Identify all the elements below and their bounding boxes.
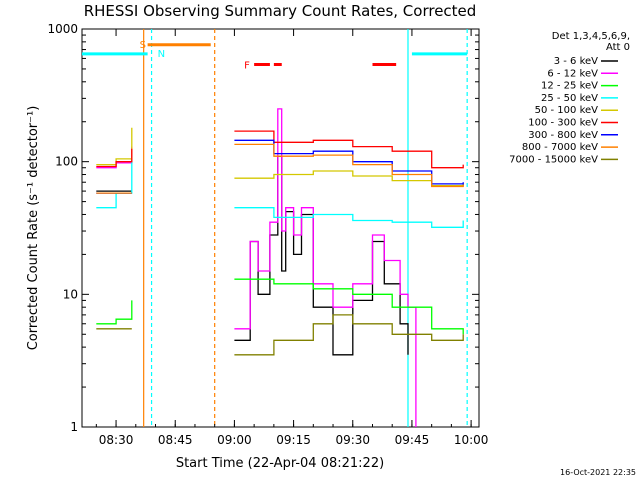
y-axis: 1 10 100 1000 bbox=[47, 22, 479, 434]
legend-header: Det 1,3,4,5,6,9, bbox=[552, 31, 630, 42]
x-tick-label: 09:45 bbox=[395, 433, 430, 447]
series-line bbox=[96, 143, 464, 194]
legend-entry-label: 12 - 25 keV bbox=[541, 81, 598, 92]
y-tick-label: 10 bbox=[63, 287, 78, 301]
legend-entry-label: 3 - 6 keV bbox=[554, 56, 598, 67]
y-tick-label: 1 bbox=[70, 420, 78, 434]
x-tick-label: 10:00 bbox=[454, 433, 489, 447]
legend-entry-label: 300 - 800 keV bbox=[528, 130, 598, 141]
x-tick-label: 09:00 bbox=[217, 433, 252, 447]
legend-entry-label: 7000 - 15000 keV bbox=[509, 154, 598, 165]
series-line bbox=[96, 278, 464, 335]
annotation-n: N bbox=[158, 49, 165, 60]
annotation-f: F bbox=[244, 61, 250, 72]
series-line bbox=[96, 155, 409, 356]
x-tick-label: 08:30 bbox=[99, 433, 134, 447]
x-axis-label: Start Time (22-Apr-04 08:21:22) bbox=[176, 456, 384, 471]
x-tick-label: 09:30 bbox=[335, 433, 370, 447]
series-line bbox=[96, 314, 464, 356]
legend-entry-label: 6 - 12 keV bbox=[547, 68, 598, 79]
y-axis-label: Corrected Count Rate (s⁻¹ detector⁻¹) bbox=[26, 106, 41, 351]
legend-entry-label: 25 - 50 keV bbox=[541, 93, 598, 104]
legend-entry-label: 800 - 7000 keV bbox=[522, 142, 598, 153]
legend-entry-label: 50 - 100 keV bbox=[535, 105, 599, 116]
x-axis: 08:30 08:45 09:00 09:15 09:30 09:45 10:00 bbox=[95, 29, 489, 447]
x-tick-label: 09:15 bbox=[276, 433, 311, 447]
plot-frame bbox=[81, 28, 480, 428]
chart-title: RHESSI Observing Summary Count Rates, Co… bbox=[84, 2, 477, 20]
plot-area: S N F bbox=[82, 29, 468, 427]
y-tick-label: 1000 bbox=[47, 22, 78, 36]
y-tick-label: 100 bbox=[55, 155, 78, 169]
footer-timestamp: 16-Oct-2021 22:35 bbox=[560, 468, 636, 477]
legend-header: Att 0 bbox=[606, 42, 630, 53]
x-tick-label: 08:45 bbox=[158, 433, 193, 447]
legend-entry-label: 100 - 300 keV bbox=[528, 118, 598, 129]
annotation-s: S bbox=[140, 40, 146, 51]
